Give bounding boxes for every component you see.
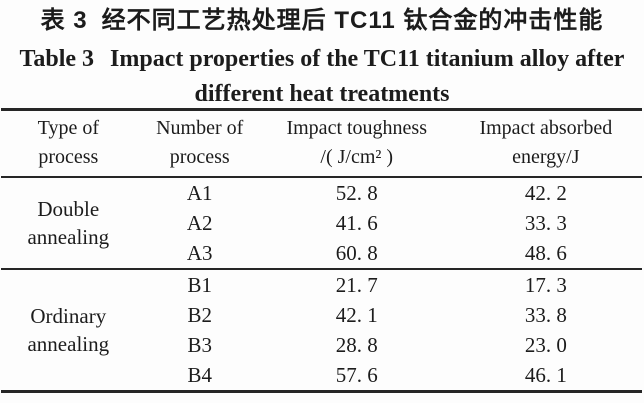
table-row: Double annealing A1 52. 8 42. 2 — [1, 177, 642, 250]
table-row: Ordinary annealing B1 21. 7 17. 3 — [1, 268, 642, 392]
process-number-cell: B2 — [187, 302, 212, 327]
toughness-value: 57. 6 — [335, 362, 378, 387]
table-row: B3 28. 8 23. 0 — [1, 330, 642, 360]
process-number-cell: B4 — [187, 362, 212, 387]
impact-properties-table: Type of process Number of process Impact… — [1, 108, 642, 393]
process-number-cell: A1 — [186, 180, 213, 205]
toughness-value: 28. 8 — [335, 332, 378, 357]
process-number-cell: A2 — [186, 210, 213, 235]
table-number-chinese: 表 3 — [40, 7, 88, 34]
table-title-english-text: Impact properties of the TC11 titanium a… — [110, 46, 625, 72]
process-number-cell: A3 — [186, 240, 213, 265]
process-number-cell: B3 — [187, 332, 212, 357]
table-row: A3 60. 8 48. 6 — [1, 238, 642, 269]
table-row: B2 42. 1 33. 8 — [1, 300, 642, 330]
toughness-value: 52. 8 — [335, 180, 378, 205]
toughness-value: 42. 1 — [335, 302, 378, 327]
process-type-cell: Double annealing — [27, 197, 110, 249]
energy-value: 46. 1 — [524, 362, 567, 387]
header-row: Type of process Number of process Impact… — [1, 109, 642, 178]
table-title-chinese: 表 3 经不同工艺热处理后 TC11 钛合金的冲击性能 — [0, 5, 644, 37]
toughness-value: 21. 7 — [263, 268, 450, 300]
toughness-value: 41. 6 — [335, 210, 378, 235]
col-header-type-of-process: Type of process — [1, 109, 136, 178]
energy-value: 48. 6 — [524, 240, 567, 265]
table-row: A2 41. 6 33. 3 — [1, 208, 642, 238]
table-title-english-line1: Table 3 Impact properties of the TC11 tit… — [0, 44, 644, 74]
table-number-english: Table 3 — [19, 46, 95, 72]
energy-value: 33. 8 — [524, 302, 567, 327]
table-row: B4 57. 6 46. 1 — [1, 360, 642, 392]
col-header-impact-absorbed-energy: Impact absorbed energy/J — [449, 109, 642, 178]
energy-value: 42. 2 — [524, 180, 567, 205]
energy-value: 23. 0 — [524, 332, 567, 357]
toughness-value: 60. 8 — [335, 240, 378, 265]
table-title-english-line2: different heat treatments — [194, 81, 450, 107]
table-title-chinese-text: 经不同工艺热处理后 TC11 钛合金的冲击性能 — [101, 7, 604, 34]
col-header-number-of-process: Number of process — [135, 109, 264, 178]
energy-value: 17. 3 — [449, 268, 642, 300]
process-number-cell: B1 — [135, 268, 264, 300]
energy-value: 33. 3 — [524, 210, 567, 235]
process-type-cell: Ordinary annealing — [1, 268, 136, 392]
col-header-impact-toughness: Impact toughness /( J/cm² ) — [263, 109, 450, 178]
